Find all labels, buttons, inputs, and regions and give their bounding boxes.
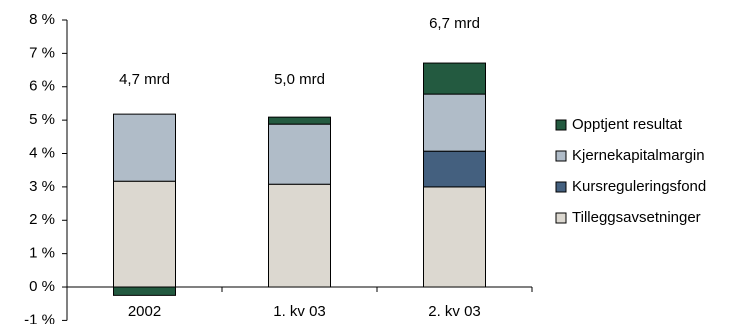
y-tick-label: -1 %	[24, 311, 55, 324]
y-tick-label: 8 %	[29, 11, 55, 28]
bar-segment	[423, 93, 486, 152]
y-tick-label: 3 %	[29, 178, 55, 195]
annotation: 5,0 mrd	[274, 71, 325, 88]
y-tick-label: 4 %	[29, 144, 55, 161]
y-tick-label: 0 %	[29, 278, 55, 295]
legend-swatch	[555, 150, 567, 162]
y-tick-label: 1 %	[29, 245, 55, 262]
bar-segment	[113, 113, 176, 182]
y-tick-label: 6 %	[29, 78, 55, 95]
x-tick-label: 1. kv 03	[273, 303, 326, 320]
y-tick-label: 7 %	[29, 44, 55, 61]
bar-segment	[268, 123, 331, 185]
x-tick-label: 2. kv 03	[428, 303, 481, 320]
legend-label: Kursreguleringsfond	[572, 178, 706, 195]
bar-segment	[268, 116, 331, 125]
y-tick-label: 5 %	[29, 111, 55, 128]
bar-segment	[423, 150, 486, 188]
annotation: 6,7 mrd	[429, 15, 480, 32]
x-tick-label: 2002	[128, 303, 161, 320]
legend-label: Tilleggsavsetninger	[572, 209, 701, 226]
legend-label: Opptjent resultat	[572, 116, 683, 133]
annotation: 4,7 mrd	[119, 71, 170, 88]
bar-segment	[268, 183, 331, 288]
legend-swatch	[555, 212, 567, 224]
bar-segment	[423, 62, 486, 95]
y-tick-label: 2 %	[29, 211, 55, 228]
legend-swatch	[555, 119, 567, 131]
legend-swatch	[555, 181, 567, 193]
bar-segment	[113, 180, 176, 288]
bar-segment	[423, 186, 486, 288]
legend-label: Kjernekapitalmargin	[572, 147, 705, 164]
bar-segment	[113, 286, 176, 296]
